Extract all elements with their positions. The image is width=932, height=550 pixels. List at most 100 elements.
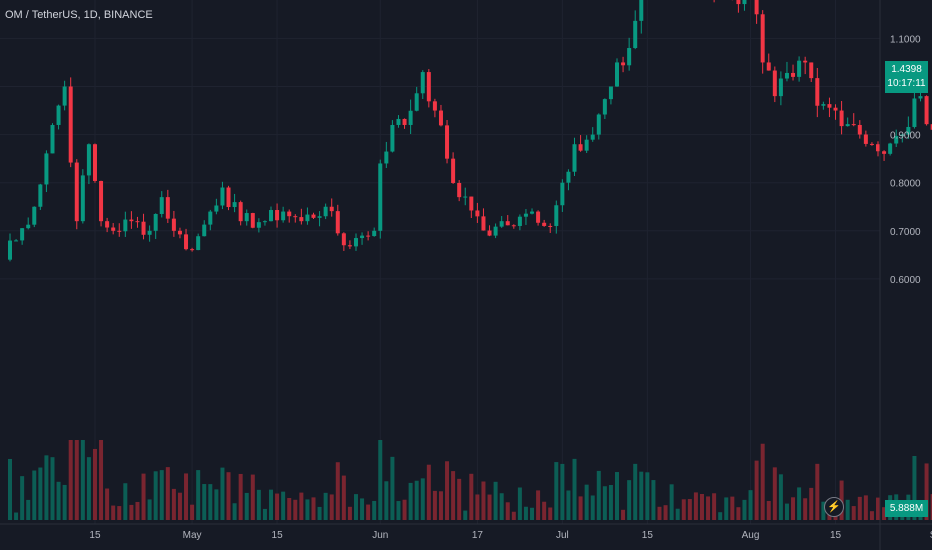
candle-body bbox=[347, 245, 352, 247]
candle-body bbox=[481, 216, 486, 231]
volume-bar bbox=[287, 498, 292, 520]
volume-bar bbox=[681, 499, 686, 520]
candle-body bbox=[809, 62, 814, 79]
candle-body bbox=[99, 180, 104, 222]
volume-bar bbox=[402, 499, 407, 520]
volume-bar bbox=[220, 467, 225, 520]
candle-body bbox=[86, 144, 91, 176]
volume-bar bbox=[542, 501, 547, 520]
volume-bar bbox=[341, 475, 346, 520]
candle-body bbox=[517, 216, 522, 226]
candle-body bbox=[32, 206, 37, 225]
volume-bar bbox=[809, 487, 814, 520]
candle-body bbox=[123, 219, 128, 232]
candle-body bbox=[299, 217, 304, 222]
candle-body bbox=[184, 234, 189, 250]
candle-body bbox=[408, 110, 413, 125]
volume-bar bbox=[299, 492, 304, 520]
volume-bar bbox=[596, 470, 601, 520]
candle-body bbox=[857, 124, 862, 135]
volume-bar bbox=[147, 499, 152, 520]
symbol-title[interactable]: OM / TetherUS, 1D, BINANCE bbox=[5, 9, 153, 21]
volume-bar bbox=[171, 488, 176, 520]
volume-bar bbox=[141, 473, 146, 520]
volume-bar bbox=[651, 480, 656, 520]
candle-body bbox=[105, 221, 110, 228]
volume-bar bbox=[815, 463, 820, 520]
candle-body bbox=[232, 202, 237, 208]
volume-bar bbox=[378, 440, 383, 520]
candle-body bbox=[876, 144, 881, 152]
volume-bar bbox=[554, 462, 559, 520]
candle-body bbox=[784, 72, 789, 79]
volume-bar bbox=[129, 504, 134, 520]
volume-bar bbox=[408, 482, 413, 520]
candle-body bbox=[530, 211, 535, 214]
time-tick-label: Aug bbox=[742, 530, 760, 541]
volume-bar bbox=[117, 506, 122, 520]
volume-bar bbox=[56, 481, 61, 520]
volume-bar bbox=[590, 495, 595, 520]
candle-body bbox=[159, 197, 164, 214]
candle-body bbox=[839, 110, 844, 127]
candle-body bbox=[281, 211, 286, 221]
lightning-bolt-icon[interactable]: ⚡ bbox=[824, 497, 844, 517]
candle-body bbox=[305, 214, 310, 222]
candle-body bbox=[584, 139, 589, 151]
candle-body bbox=[542, 222, 547, 226]
candle-body bbox=[742, 0, 747, 5]
candle-body bbox=[269, 210, 274, 222]
candle-body bbox=[426, 72, 431, 102]
volume-bar bbox=[8, 458, 12, 520]
volume-bar bbox=[821, 501, 826, 520]
price-candles bbox=[8, 0, 932, 262]
volume-bars bbox=[8, 440, 932, 520]
candle-body bbox=[566, 171, 571, 183]
volume-bar bbox=[560, 463, 565, 520]
candle-body bbox=[554, 205, 559, 226]
volume-bar bbox=[778, 474, 783, 520]
volume-bar bbox=[748, 490, 753, 520]
volume-bar bbox=[347, 506, 352, 520]
volume-bar bbox=[250, 474, 255, 520]
candle-body bbox=[311, 214, 316, 218]
volume-bar bbox=[445, 461, 450, 520]
candle-body bbox=[560, 182, 565, 206]
volume-bar bbox=[615, 472, 619, 520]
volume-bar bbox=[578, 496, 583, 520]
candle-body bbox=[827, 104, 832, 108]
candle-body bbox=[275, 210, 280, 221]
candle-body bbox=[766, 62, 771, 71]
volume-bar bbox=[323, 492, 328, 520]
candle-body bbox=[8, 240, 12, 260]
candle-body bbox=[869, 143, 874, 145]
volume-bar bbox=[687, 499, 692, 520]
candle-body bbox=[888, 143, 893, 154]
volume-bar bbox=[214, 489, 219, 520]
candle-body bbox=[238, 202, 243, 222]
bar-countdown: 10:17:11 bbox=[887, 78, 926, 89]
candle-body bbox=[141, 221, 146, 235]
volume-bar bbox=[845, 499, 850, 520]
volume-bar bbox=[86, 457, 91, 520]
candle-body bbox=[26, 224, 31, 229]
candle-body bbox=[117, 230, 122, 232]
volume-bar bbox=[863, 495, 868, 520]
candle-body bbox=[851, 124, 856, 126]
candle-body bbox=[487, 230, 492, 236]
candle-body bbox=[317, 216, 322, 218]
candle-body bbox=[791, 72, 796, 77]
volume-bar bbox=[791, 497, 796, 520]
candle-body bbox=[572, 144, 577, 172]
volume-bar bbox=[50, 457, 55, 520]
candle-body bbox=[56, 105, 61, 125]
candle-body bbox=[372, 230, 377, 237]
volume-bar bbox=[572, 458, 577, 520]
time-axis[interactable]: 15May15Jun17Jul15Aug15Sep16Oct15 bbox=[0, 523, 932, 541]
candle-body bbox=[196, 236, 201, 251]
candle-body bbox=[220, 187, 225, 206]
candle-body bbox=[153, 213, 158, 231]
volume-bar bbox=[912, 455, 917, 520]
volume-bar bbox=[669, 484, 674, 520]
